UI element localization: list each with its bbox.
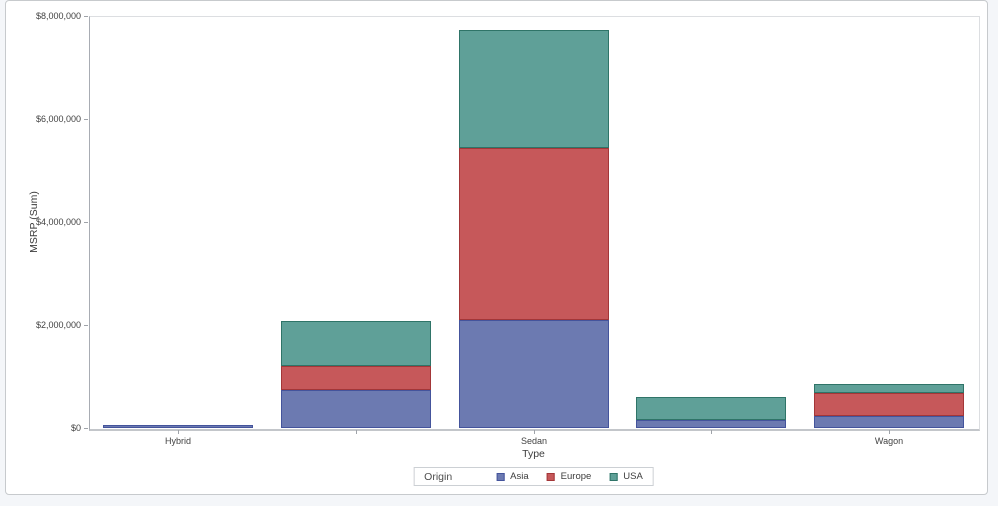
legend-entry-asia: Asia bbox=[496, 471, 529, 482]
y-tick-label: $4,000,000 bbox=[35, 217, 81, 227]
y-axis-title: MSRP (Sum) bbox=[28, 191, 40, 253]
bar-segment-europe-1 bbox=[281, 366, 431, 390]
legend-label: USA bbox=[623, 471, 643, 482]
x-tick-mark bbox=[178, 430, 179, 434]
x-tick-mark bbox=[711, 430, 712, 434]
bar-segment-usa-4 bbox=[814, 384, 964, 393]
y-tick-mark bbox=[84, 16, 88, 17]
legend-swatch-usa bbox=[609, 472, 618, 481]
y-tick-label: $2,000,000 bbox=[35, 320, 81, 330]
bar-segment-europe-4 bbox=[814, 393, 964, 416]
legend-entries: Asia Europe USA bbox=[496, 468, 643, 486]
bar-segment-asia-0 bbox=[103, 425, 253, 428]
y-tick-mark bbox=[84, 222, 88, 223]
legend-title: Origin bbox=[424, 470, 453, 483]
legend: Origin Asia Europe USA bbox=[413, 467, 654, 486]
bar-segment-usa-1 bbox=[281, 321, 431, 366]
legend-swatch-asia bbox=[496, 472, 505, 481]
y-tick-label: $6,000,000 bbox=[35, 114, 81, 124]
y-tick-label: $8,000,000 bbox=[35, 11, 81, 21]
x-tick-label: Wagon bbox=[874, 436, 904, 446]
y-tick-mark bbox=[84, 119, 88, 120]
chart-panel: $0 $2,000,000 $4,000,000 $6,000,000 $8,000,0… bbox=[5, 0, 988, 495]
bar-segment-europe-2 bbox=[459, 148, 609, 320]
legend-swatch-europe bbox=[546, 472, 555, 481]
y-tick-mark bbox=[84, 325, 88, 326]
bar-segment-asia-1 bbox=[281, 390, 431, 428]
bar-segment-usa-3 bbox=[636, 397, 786, 420]
bar-segment-asia-3 bbox=[636, 420, 786, 428]
bar-segment-usa-2 bbox=[459, 30, 609, 148]
bar-segment-asia-2 bbox=[459, 320, 609, 428]
x-tick-mark bbox=[889, 430, 890, 434]
y-tick-label: $0 bbox=[70, 423, 81, 433]
bar-segment-asia-4 bbox=[814, 416, 964, 428]
legend-entry-europe: Europe bbox=[546, 471, 592, 482]
legend-label: Asia bbox=[510, 471, 529, 482]
y-tick-mark bbox=[84, 428, 88, 429]
legend-entry-usa: USA bbox=[609, 471, 643, 482]
x-tick-label: Hybrid bbox=[164, 436, 191, 446]
x-axis-title: Type bbox=[522, 448, 545, 460]
x-tick-mark bbox=[356, 430, 357, 434]
x-tick-label: Sedan bbox=[520, 436, 548, 446]
legend-label: Europe bbox=[560, 471, 592, 482]
x-tick-mark bbox=[534, 430, 535, 434]
